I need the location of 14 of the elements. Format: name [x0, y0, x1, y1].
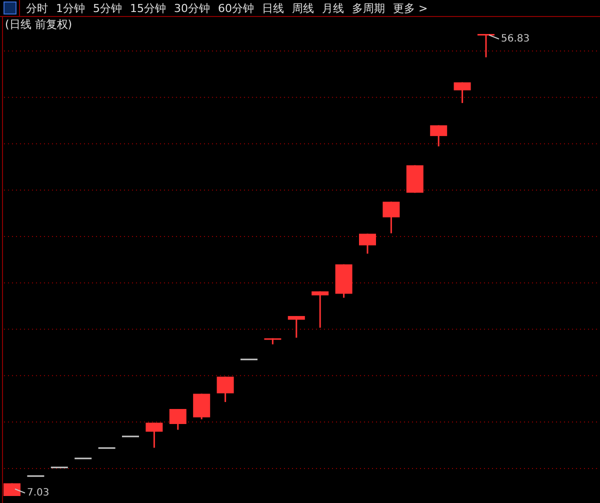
candlestick: [193, 393, 210, 420]
candlestick: [146, 422, 163, 449]
candlestick: [430, 124, 448, 148]
candlestick: [312, 290, 329, 328]
toolbar: 分时 1分钟 5分钟 15分钟 30分钟 60分钟 日线 周线 月线 多周期 更多 >: [26, 2, 428, 15]
text: 56.83: [501, 34, 530, 45]
candlestick: [382, 200, 400, 234]
chart-title: (日线 前复权): [5, 18, 72, 31]
candlestick: [169, 408, 186, 431]
annotation: 7.03: [27, 488, 50, 499]
candlestick: [288, 315, 305, 338]
candlestick: [359, 232, 376, 254]
candlestick: [216, 376, 234, 403]
candlestick: [454, 82, 471, 104]
